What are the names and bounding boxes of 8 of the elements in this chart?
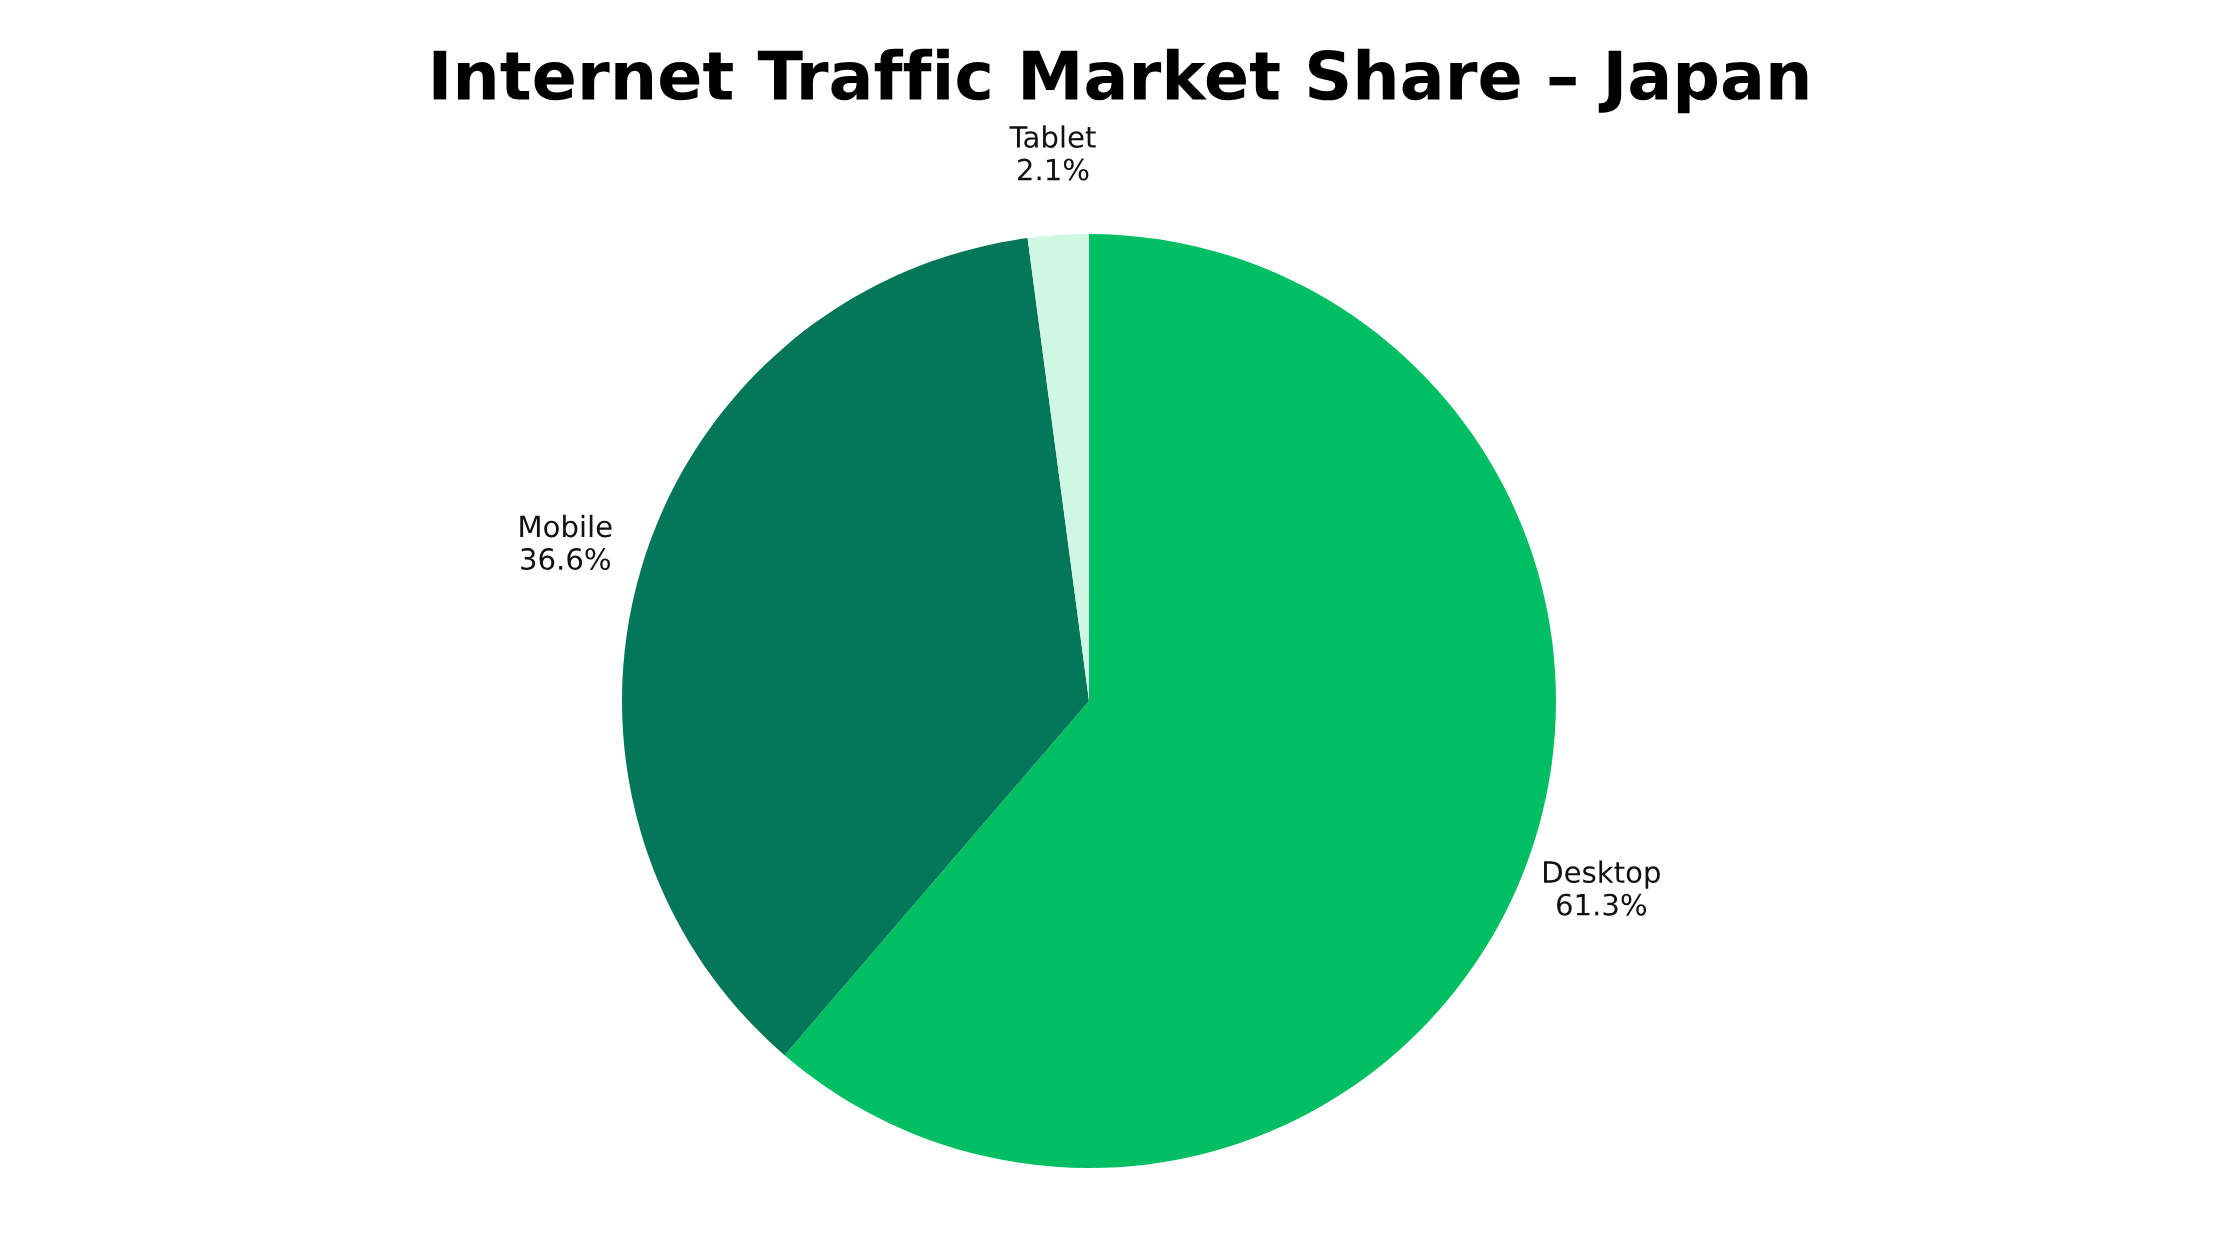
pie-slice <box>622 238 1089 1056</box>
data-label: 36.6% <box>521 548 610 571</box>
slice-label: Tablet <box>1009 125 1096 148</box>
slice-label: Mobile <box>520 514 612 538</box>
data-label: 2.1% <box>1018 158 1089 181</box>
slice-label: Desktop <box>1544 860 1660 889</box>
data-label: 61.3% <box>1557 893 1647 916</box>
chart-title: Internet Traffic Market Share – Japan <box>433 48 1808 114</box>
